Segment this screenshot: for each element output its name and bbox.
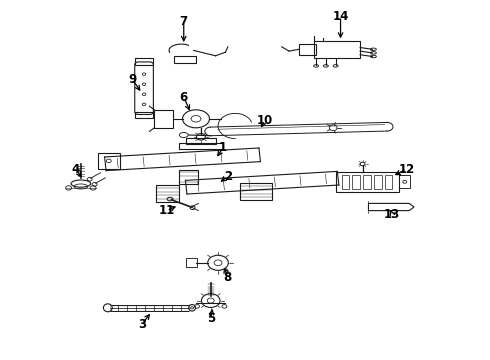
Text: 7: 7 xyxy=(180,15,188,28)
Text: 3: 3 xyxy=(138,318,146,330)
Text: 11: 11 xyxy=(158,204,175,217)
Text: 9: 9 xyxy=(128,73,136,86)
Text: 14: 14 xyxy=(332,10,349,23)
Bar xyxy=(336,172,399,192)
Bar xyxy=(240,183,272,200)
Bar xyxy=(174,56,196,63)
Bar xyxy=(186,138,216,144)
Bar xyxy=(98,153,120,169)
Bar xyxy=(299,44,316,55)
Bar xyxy=(374,175,382,189)
Bar xyxy=(314,41,360,58)
Text: 10: 10 xyxy=(256,114,273,127)
Text: 1: 1 xyxy=(219,141,227,154)
Bar xyxy=(352,175,360,189)
Text: 4: 4 xyxy=(72,163,80,176)
Text: 5: 5 xyxy=(207,312,215,325)
Text: 6: 6 xyxy=(180,91,188,104)
Text: 8: 8 xyxy=(224,271,232,284)
Bar xyxy=(399,175,410,188)
Bar xyxy=(363,175,371,189)
Bar xyxy=(342,175,349,189)
Text: 13: 13 xyxy=(384,208,400,221)
Bar xyxy=(179,170,198,184)
Bar xyxy=(179,143,223,149)
Text: 12: 12 xyxy=(398,163,415,176)
Bar xyxy=(156,185,179,202)
Bar xyxy=(385,175,392,189)
Bar xyxy=(135,112,153,118)
Bar xyxy=(135,58,153,65)
Text: 2: 2 xyxy=(224,170,232,183)
Bar xyxy=(154,110,173,128)
Bar xyxy=(186,258,197,267)
